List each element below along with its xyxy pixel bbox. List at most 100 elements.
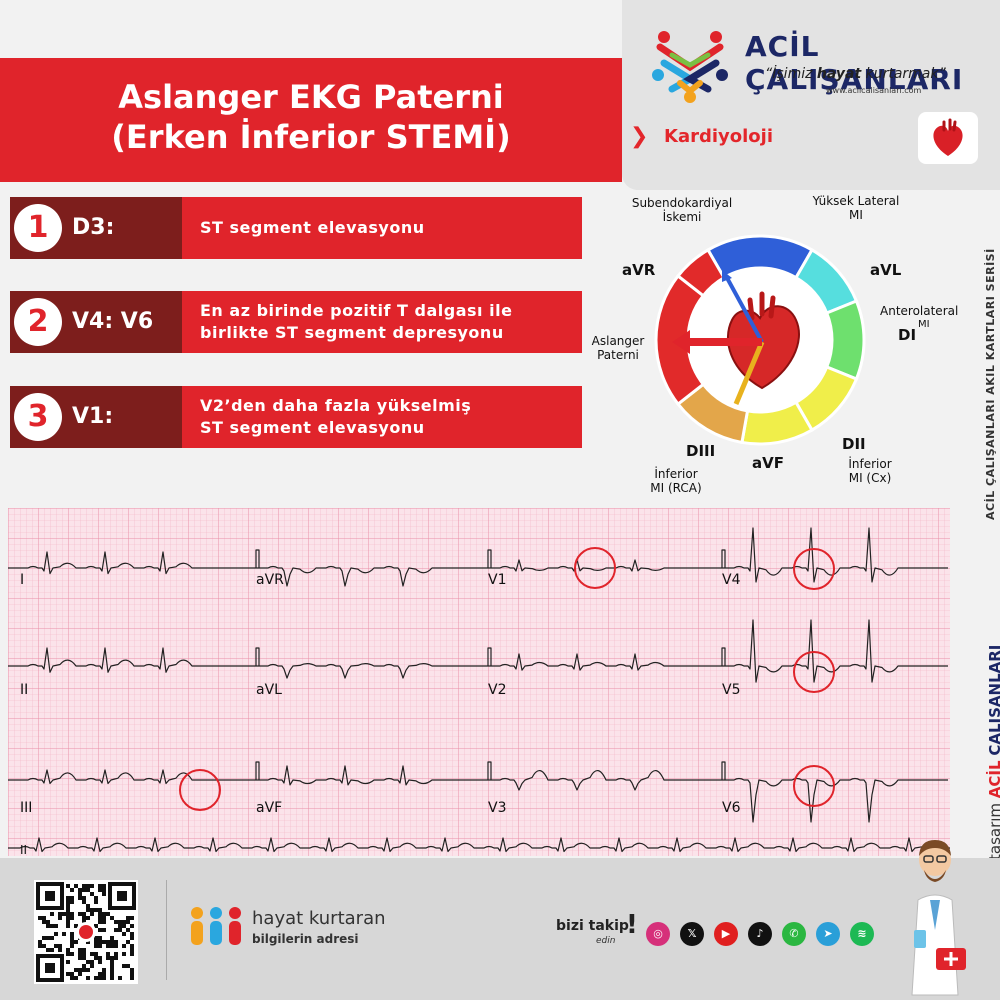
qr-module	[74, 940, 78, 944]
qr-module	[122, 924, 126, 928]
qr-module	[46, 924, 50, 928]
lead-label-rhythm: II	[20, 843, 27, 856]
highlight-circle-iii	[179, 769, 221, 811]
qr-module	[46, 948, 50, 952]
qr-module	[90, 952, 94, 956]
qr-module	[98, 944, 102, 948]
lead-label-i: I	[20, 572, 24, 588]
brand-logo-icon	[652, 31, 728, 103]
qr-module	[98, 916, 102, 920]
qr-module	[50, 924, 54, 928]
qr-module	[46, 920, 50, 924]
qr-module	[86, 976, 90, 980]
qr-module	[70, 888, 74, 892]
brand-url: www.acilcalisanlari.com	[826, 86, 922, 95]
youtube-icon[interactable]: ▶	[714, 922, 738, 946]
qr-module	[98, 928, 102, 932]
qr-module	[114, 928, 118, 932]
qr-module	[94, 940, 98, 944]
label-di: DI	[898, 326, 917, 344]
footer-tagline-sub: bilgilerin adresi	[252, 932, 359, 946]
spotify-icon[interactable]: ≋	[850, 922, 874, 946]
qr-module	[70, 944, 74, 948]
label-anterolateral-mi: MI	[918, 319, 930, 330]
tiktok-icon[interactable]: ♪	[748, 922, 772, 946]
whatsapp-icon[interactable]: ✆	[782, 922, 806, 946]
qr-module	[58, 944, 62, 948]
qr-module	[86, 884, 90, 888]
qr-module	[98, 912, 102, 916]
qr-module	[66, 960, 70, 964]
qr-module	[110, 968, 114, 972]
label-inferior-rca: İnferior MI (RCA)	[650, 467, 702, 495]
qr-module	[98, 956, 102, 960]
qr-module	[82, 896, 86, 900]
qr-module	[50, 936, 54, 940]
doctor-illustration-icon	[911, 840, 966, 996]
qr-module	[66, 896, 70, 900]
qr-module	[122, 944, 126, 948]
qr-module	[42, 920, 46, 924]
x-icon[interactable]: 𝕏	[680, 922, 704, 946]
criterion-number: 1	[14, 204, 62, 252]
label-dii: DII	[842, 435, 866, 453]
label-subendocardial: Subendokardiyal İskemi	[631, 196, 733, 224]
qr-module	[70, 932, 74, 936]
qr-module	[66, 924, 70, 928]
qr-module	[78, 948, 82, 952]
ecg-traces	[8, 527, 950, 853]
qr-module	[70, 976, 74, 980]
qr-module	[78, 888, 82, 892]
qr-module	[102, 968, 106, 972]
qr-code-icon[interactable]	[34, 880, 138, 984]
qr-module	[90, 884, 94, 888]
qr-module	[106, 952, 110, 956]
page-subtitle: (Erken İnferior STEMİ)	[111, 118, 511, 156]
qr-module	[50, 912, 54, 916]
qr-module	[74, 884, 78, 888]
instagram-icon[interactable]: ◎	[646, 922, 670, 946]
qr-module	[94, 924, 98, 928]
qr-module	[82, 952, 86, 956]
qr-module	[54, 924, 58, 928]
follow-us-sub: edin	[596, 936, 616, 946]
qr-module	[114, 952, 118, 956]
qr-module	[66, 948, 70, 952]
design-credit: tasarım ACİL ÇALIŞANLARI	[986, 644, 1000, 860]
criterion-lead: V1:	[72, 404, 114, 429]
qr-module	[70, 972, 74, 976]
qr-module	[130, 952, 134, 956]
label-avl: aVL	[870, 261, 902, 279]
qr-module	[42, 936, 46, 940]
qr-module	[98, 920, 102, 924]
qr-module	[98, 888, 102, 892]
ecg-trace-line	[8, 619, 948, 683]
qr-module	[82, 912, 86, 916]
axis-arrow-diii	[733, 341, 765, 405]
qr-module	[130, 932, 134, 936]
qr-module	[110, 976, 114, 980]
qr-module	[90, 960, 94, 964]
qr-module	[82, 888, 86, 892]
qr-module	[98, 976, 102, 980]
qr-module	[130, 944, 134, 948]
qr-module	[122, 920, 126, 924]
telegram-icon[interactable]: ➤	[816, 922, 840, 946]
qr-module	[86, 888, 90, 892]
qr-module	[102, 972, 106, 976]
qr-module	[66, 972, 70, 976]
qr-module	[78, 912, 82, 916]
qr-module	[82, 920, 86, 924]
qr-module	[82, 948, 86, 952]
qr-module	[122, 964, 126, 968]
qr-module	[78, 972, 82, 976]
axis-arrowhead	[722, 270, 732, 282]
qr-module	[126, 916, 130, 920]
qr-module	[82, 956, 86, 960]
qr-module	[90, 964, 94, 968]
label-inferior-cx: İnferior MI (Cx)	[848, 457, 892, 485]
qr-module	[94, 976, 98, 980]
lead-label-v6: V6	[722, 800, 741, 816]
qr-module	[126, 964, 130, 968]
qr-module	[98, 960, 102, 964]
